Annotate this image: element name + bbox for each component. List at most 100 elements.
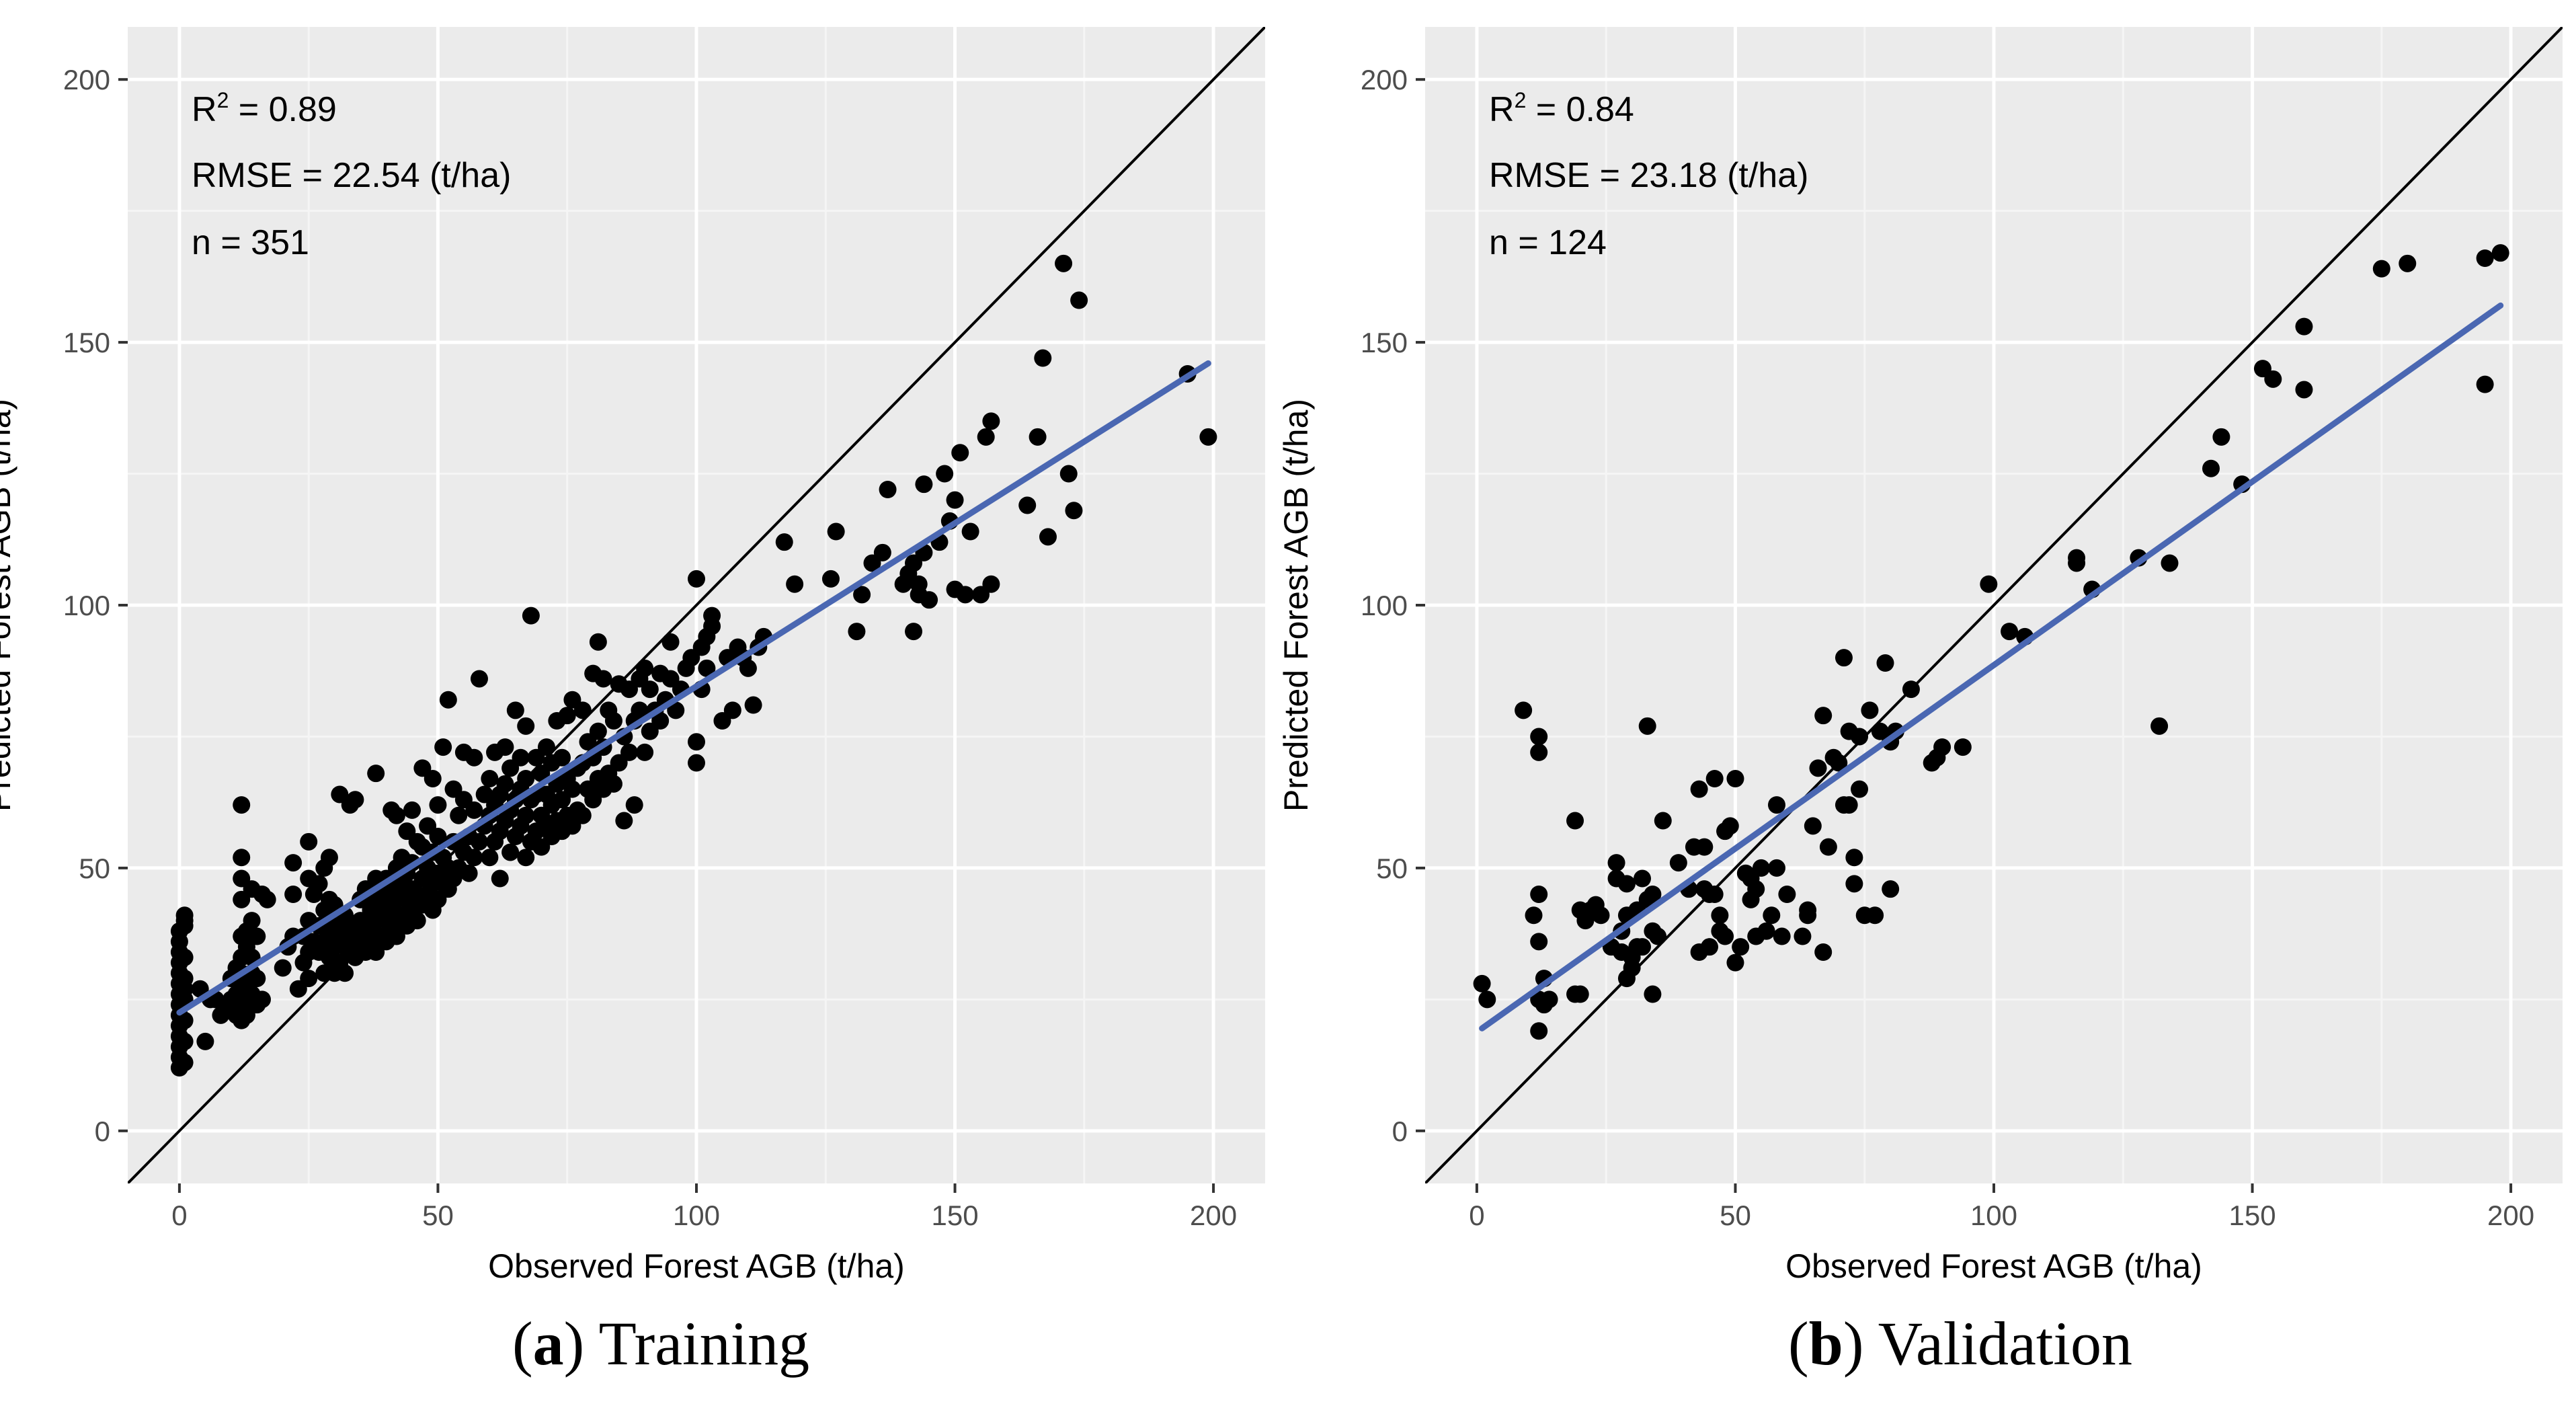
panel-a-point: [346, 791, 364, 809]
panel-b-x-tick-label: 200: [2487, 1200, 2534, 1231]
panel-a-x-tick-label: 50: [422, 1200, 454, 1231]
caption-b-title: Validation: [1878, 1309, 2132, 1378]
panel-b-one-to-one-line: [1425, 27, 2563, 1183]
panel-b-r2-value: = 0.84: [1526, 90, 1634, 129]
panel-a-point: [1055, 254, 1073, 272]
panel-a-rmse-annotation: RMSE = 22.54 (t/ha): [192, 156, 511, 195]
panel-a-point: [310, 875, 328, 893]
panel-a-point: [594, 670, 612, 688]
panel-b-r2-label: R: [1489, 90, 1515, 129]
panel-a-point: [320, 849, 338, 867]
panel-a-y-tick-label: 50: [79, 853, 110, 884]
panel-b-point: [1809, 759, 1827, 777]
panel-b-point: [1851, 728, 1869, 746]
panel-b-point: [1669, 854, 1687, 872]
panel-a-point: [573, 806, 592, 824]
panel-b-point: [1866, 906, 1884, 925]
panel-a-point: [522, 607, 540, 625]
panel-a-one-to-one-line: [128, 27, 1265, 1183]
panel-a-r2-annotation: R2 = 0.89: [192, 88, 337, 129]
panel-b-point: [1566, 812, 1584, 830]
panel-b-point: [1845, 875, 1863, 893]
panel-b-x-axis-title: Observed Forest AGB (t/ha): [1785, 1247, 2202, 1285]
panel-b-y-tick-label: 200: [1361, 64, 1408, 95]
panel-a-point: [821, 570, 840, 588]
panel-b-point: [1778, 886, 1796, 903]
panel-b: 0 50 100 150 200 0 50 100 150 200 Observed Forest …: [1277, 27, 2563, 1285]
panel-a-point: [284, 854, 303, 872]
panel-a-point: [460, 864, 478, 882]
panel-b-point: [2150, 717, 2169, 735]
panel-a-point: [481, 770, 499, 787]
panel-a-point: [537, 738, 555, 756]
panel-a-point: [465, 849, 483, 867]
panel-b-y-tick-label: 100: [1361, 590, 1408, 621]
panel-b-point: [2264, 370, 2282, 388]
panel-a-point: [258, 890, 276, 908]
panel-b-point: [2372, 260, 2390, 278]
panel-b-point: [1690, 780, 1708, 798]
panel-a-point: [429, 796, 447, 814]
panel-b-x-tick-label: 150: [2229, 1200, 2276, 1231]
panel-b-point: [1726, 953, 1744, 972]
panel-b-plot-area: [1425, 27, 2563, 1183]
panel-b-r2-sup: 2: [1515, 88, 1527, 112]
panel-b-x-tick-label: 0: [1469, 1200, 1484, 1231]
panel-a-point: [667, 701, 685, 719]
panel-a-point: [625, 796, 643, 814]
panel-a-point: [506, 701, 524, 719]
panel-a-point: [175, 1032, 194, 1050]
panel-b-y-axis-title: Predicted Forest AGB (t/ha): [1277, 399, 1315, 812]
panel-b-point: [1623, 959, 1641, 977]
panel-b-n-annotation: n = 124: [1489, 223, 1607, 262]
panel-b-point: [2202, 459, 2220, 477]
panel-b-point: [1654, 812, 1672, 830]
panel-a-point: [424, 770, 442, 787]
panel-b-point: [1716, 927, 1734, 945]
panel-a-point: [496, 738, 514, 756]
panel-a-y-tick-label: 0: [95, 1116, 110, 1147]
panel-a-point: [501, 843, 520, 861]
panel-a-point: [636, 659, 654, 677]
caption-a-title: Training: [598, 1309, 810, 1378]
panel-b-y-tick-label: 0: [1392, 1116, 1408, 1147]
panel-b-point: [1845, 849, 1863, 867]
panel-a-point: [367, 765, 385, 783]
panel-b-point: [1638, 717, 1656, 735]
panel-b-x-tick-label: 100: [1970, 1200, 2017, 1231]
panel-a-point: [429, 828, 447, 845]
panel-a-point: [744, 696, 762, 714]
panel-a-point: [946, 491, 964, 509]
panel-a-n-annotation: n = 351: [192, 223, 309, 262]
panel-a-point: [589, 633, 607, 651]
panel-a-point: [910, 575, 928, 593]
panel-a-point: [470, 670, 488, 688]
panel-b-point: [2212, 428, 2230, 446]
panel-b-point: [1814, 707, 1833, 725]
panel-b-point: [1814, 943, 1833, 961]
panel-b-point: [1711, 906, 1729, 925]
panel-b-r2-annotation: R2 = 0.84: [1489, 88, 1634, 129]
panel-a-fit-line: [176, 360, 1211, 1016]
panel-b-point: [1695, 838, 1714, 856]
panel-b-point: [1530, 743, 1548, 761]
panel-a-point: [873, 543, 891, 561]
panel-b-point: [1835, 649, 1853, 667]
panel-a-point: [336, 964, 354, 982]
panel-a-point: [688, 570, 705, 588]
panel-a-point: [915, 475, 933, 494]
panel-a-y-tick-label: 200: [63, 64, 110, 95]
panel-b-point: [2001, 623, 2019, 641]
panel-a-x-tick-label: 150: [932, 1200, 979, 1231]
panel-a-point: [465, 801, 483, 819]
panel-a-point: [274, 959, 292, 977]
panel-a-r2-sup: 2: [217, 88, 229, 112]
panel-b-point: [1530, 933, 1548, 951]
panel-b-point: [1705, 886, 1724, 903]
panel-b-point: [1571, 985, 1589, 1003]
panel-a-r2-value: = 0.89: [229, 90, 336, 129]
panel-a-x-tick-label: 0: [171, 1200, 187, 1231]
panel-a-point: [879, 481, 897, 498]
panel-b-point: [2068, 549, 2086, 567]
panel-a-y-axis-title: Predicted Forest AGB (t/ha): [0, 399, 17, 812]
